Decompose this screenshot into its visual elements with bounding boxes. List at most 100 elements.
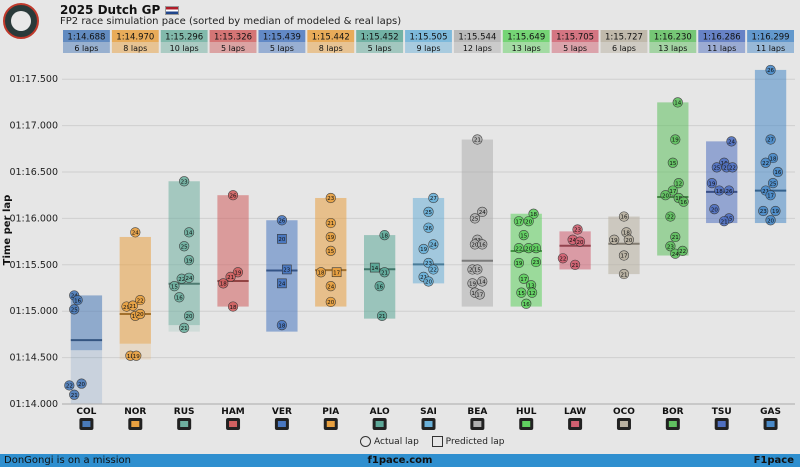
team-logo-mark — [82, 421, 91, 427]
team-logo-mark — [326, 421, 335, 427]
team-logo-mark — [375, 421, 384, 427]
y-tick-label: 01:17.500 — [9, 74, 58, 85]
lap-number-label: 25 — [770, 181, 777, 187]
team-logo-mark — [180, 421, 189, 427]
lap-number-label: 23 — [327, 196, 334, 202]
actual-lap-point — [772, 166, 783, 178]
lap-number-label: 24 — [569, 238, 576, 244]
laps-box — [209, 42, 257, 53]
lap-number-label: 21 — [327, 221, 334, 227]
predicted-lap-point — [281, 264, 292, 275]
x-tick-label: PIA — [322, 407, 339, 417]
lap-number-label: 19 — [515, 261, 522, 267]
lap-number-label: 18 — [220, 282, 227, 288]
actual-lap-point — [183, 310, 195, 321]
lap-number-label: 19 — [234, 270, 241, 276]
lap-number-label: 13 — [528, 283, 535, 289]
lap-number-label: 23 — [574, 228, 581, 234]
laps-label: 10 laps — [170, 44, 199, 53]
laps-box — [747, 42, 794, 53]
pace-label: 1:15.705 — [556, 33, 594, 43]
lap-number-label: 20 — [662, 193, 669, 199]
actual-lap-point — [530, 256, 542, 268]
driver-box-pia: 23 21 19 15 18 24 20 17 — [315, 192, 347, 308]
y-tick-label: 01:15.500 — [9, 260, 58, 271]
driver-box-col: 242220211625 — [64, 290, 103, 404]
lap-number-label: 18 — [623, 231, 630, 237]
laps-box — [111, 42, 159, 53]
pace-box — [649, 30, 697, 42]
actual-lap-point — [767, 178, 779, 189]
lap-number-label: 17 — [333, 270, 340, 276]
lap-number-label: 16 — [176, 295, 183, 301]
f1pace-logo — [3, 3, 39, 39]
pace-box — [160, 30, 208, 42]
lap-number-label: 24 — [430, 243, 437, 249]
actual-lap-point — [64, 380, 75, 391]
footer-bar: DonGongi is on a mission f1pace.com F1pa… — [0, 454, 800, 467]
lap-number-label: 19 — [327, 235, 334, 241]
laps-label: 11 laps — [756, 44, 785, 53]
lap-number-label: 19 — [672, 138, 679, 144]
iqr-box — [168, 181, 200, 326]
team-logo-mark — [131, 421, 140, 427]
actual-lap-point — [232, 267, 244, 278]
team-logo-mark — [668, 421, 677, 427]
pace-box — [356, 30, 404, 42]
lap-number-label: 16 — [479, 243, 486, 249]
driver-box-bea: 212524232016221514191617 — [461, 134, 494, 307]
legend-predicted: Predicted lap — [431, 436, 505, 447]
actual-lap-point — [428, 192, 439, 204]
actual-lap-point — [513, 257, 525, 269]
lap-number-label: 15 — [518, 291, 525, 297]
actual-lap-point — [670, 134, 681, 145]
lap-number-label: 18 — [127, 354, 134, 360]
lap-number-label: 25 — [713, 166, 720, 172]
laps-box — [600, 42, 648, 53]
lap-number-label: 26 — [230, 193, 237, 199]
pace-box — [551, 30, 599, 42]
lap-number-label: 21 — [620, 272, 627, 278]
actual-lap-point — [225, 271, 236, 282]
laps-label: 6 laps — [612, 44, 636, 53]
pace-label: 1:16.230 — [654, 33, 692, 43]
lap-number-label: 19 — [611, 238, 618, 244]
pace-box — [63, 30, 110, 42]
actual-lap-point — [472, 264, 483, 275]
actual-lap-point — [179, 322, 190, 334]
lap-number-label: 24 — [186, 276, 193, 282]
actual-lap-point — [672, 97, 683, 108]
team-logo-mark — [571, 421, 580, 427]
lap-number-label: 17 — [620, 254, 627, 260]
laps-box — [453, 42, 501, 53]
lap-number-label: 21 — [572, 263, 579, 269]
whisker-band — [657, 102, 689, 256]
x-tick-label: LAW — [564, 407, 586, 417]
lap-number-label: 14 — [674, 101, 681, 107]
laps-box — [160, 42, 208, 53]
actual-lap-point — [179, 176, 190, 187]
actual-lap-point — [325, 231, 336, 243]
whisker-band — [119, 236, 151, 360]
lap-number-label: 27 — [767, 138, 774, 144]
footer-brand: F1pace — [753, 455, 794, 466]
actual-lap-point — [227, 190, 239, 201]
pace-label: 1:15.452 — [361, 33, 399, 43]
legend-actual: Actual lap — [360, 436, 419, 447]
actual-lap-point — [678, 196, 689, 207]
actual-lap-point — [667, 157, 678, 168]
footer-credit: DonGongi is on a mission — [4, 455, 131, 466]
actual-lap-point — [569, 259, 581, 270]
lap-number-label: 17 — [669, 189, 676, 195]
actual-lap-point — [618, 268, 630, 280]
lap-number-label: 29 — [123, 305, 130, 311]
x-tick-label: BEA — [467, 407, 487, 417]
lap-number-label: 15 — [726, 217, 733, 223]
lap-number-label: 25 — [181, 244, 188, 250]
pace-chart: 01:14.000 01:14.500 01:15.000 01:15.500 01:1… — [2, 30, 795, 430]
